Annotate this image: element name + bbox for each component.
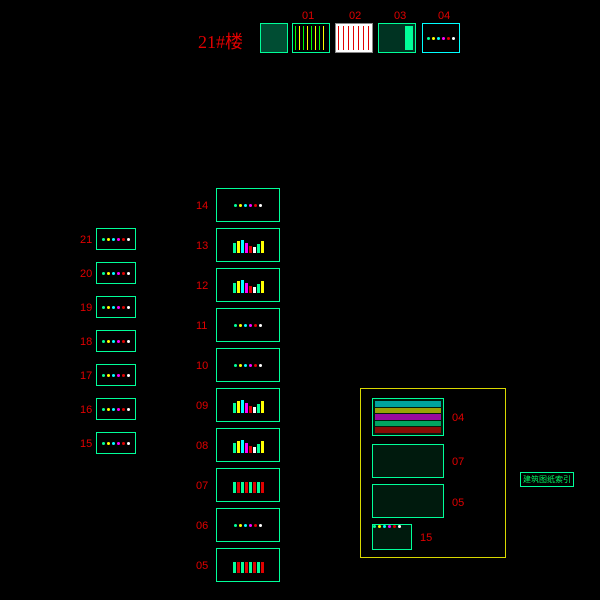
sheet-number-label: 02 [349,10,361,22]
sheet-number-label: 17 [80,370,92,382]
sheet-number-label: 04 [438,10,450,22]
sheet-thumbnail[interactable] [96,364,136,386]
sheet-thumbnail[interactable] [216,188,280,222]
sheet-number-label: 14 [196,200,208,212]
sheet-thumbnail[interactable] [96,262,136,284]
sheet-number-label: 20 [80,268,92,280]
sheet-number-label: 19 [80,302,92,314]
top-thumbnail[interactable] [260,23,288,53]
sheet-thumbnail[interactable] [216,268,280,302]
sheet-thumbnail[interactable] [216,548,280,582]
sheet-number-label: 08 [196,440,208,452]
sheet-number-label: 21 [80,234,92,246]
sheet-thumbnail[interactable] [216,308,280,342]
detail-panel[interactable] [372,398,444,436]
side-index-label: 建筑图纸索引 [520,472,574,487]
sheet-number-label: 11 [196,320,207,332]
sheet-thumbnail[interactable] [96,228,136,250]
detail-panel[interactable] [372,484,444,518]
sheet-number-label: 05 [452,497,464,509]
top-thumbnail[interactable] [335,23,373,53]
sheet-number-label: 03 [394,10,406,22]
sheet-number-label: 13 [196,240,208,252]
top-thumbnail[interactable] [292,23,330,53]
sheet-thumbnail[interactable] [216,228,280,262]
sheet-thumbnail[interactable] [96,330,136,352]
sheet-number-label: 15 [80,438,92,450]
sheet-number-label: 10 [196,360,208,372]
sheet-number-label: 09 [196,400,208,412]
sheet-thumbnail[interactable] [216,508,280,542]
sheet-number-label: 06 [196,520,208,532]
sheet-thumbnail[interactable] [96,432,136,454]
sheet-number-label: 07 [196,480,208,492]
top-thumbnail[interactable] [422,23,460,53]
sheet-number-label: 16 [80,404,92,416]
sheet-number-label: 18 [80,336,92,348]
page-title: 21#楼 [198,28,243,54]
sheet-thumbnail[interactable] [216,388,280,422]
cad-sheet-index: 21#楼 建筑图纸索引 01 02 03 04 21 20 19 18 17 16 15 14 13 12… [0,0,600,600]
sheet-thumbnail[interactable] [216,428,280,462]
sheet-number-label: 05 [196,560,208,572]
sheet-number-label: 15 [420,532,432,544]
detail-panel[interactable] [372,444,444,478]
sheet-thumbnail[interactable] [96,398,136,420]
sheet-number-label: 04 [452,412,464,424]
sheet-number-label: 01 [302,10,314,22]
sheet-number-label: 12 [196,280,208,292]
sheet-thumbnail[interactable] [96,296,136,318]
sheet-number-label: 07 [452,456,464,468]
sheet-thumbnail[interactable] [216,468,280,502]
top-thumbnail[interactable] [378,23,416,53]
detail-panel[interactable] [372,524,412,550]
sheet-thumbnail[interactable] [216,348,280,382]
